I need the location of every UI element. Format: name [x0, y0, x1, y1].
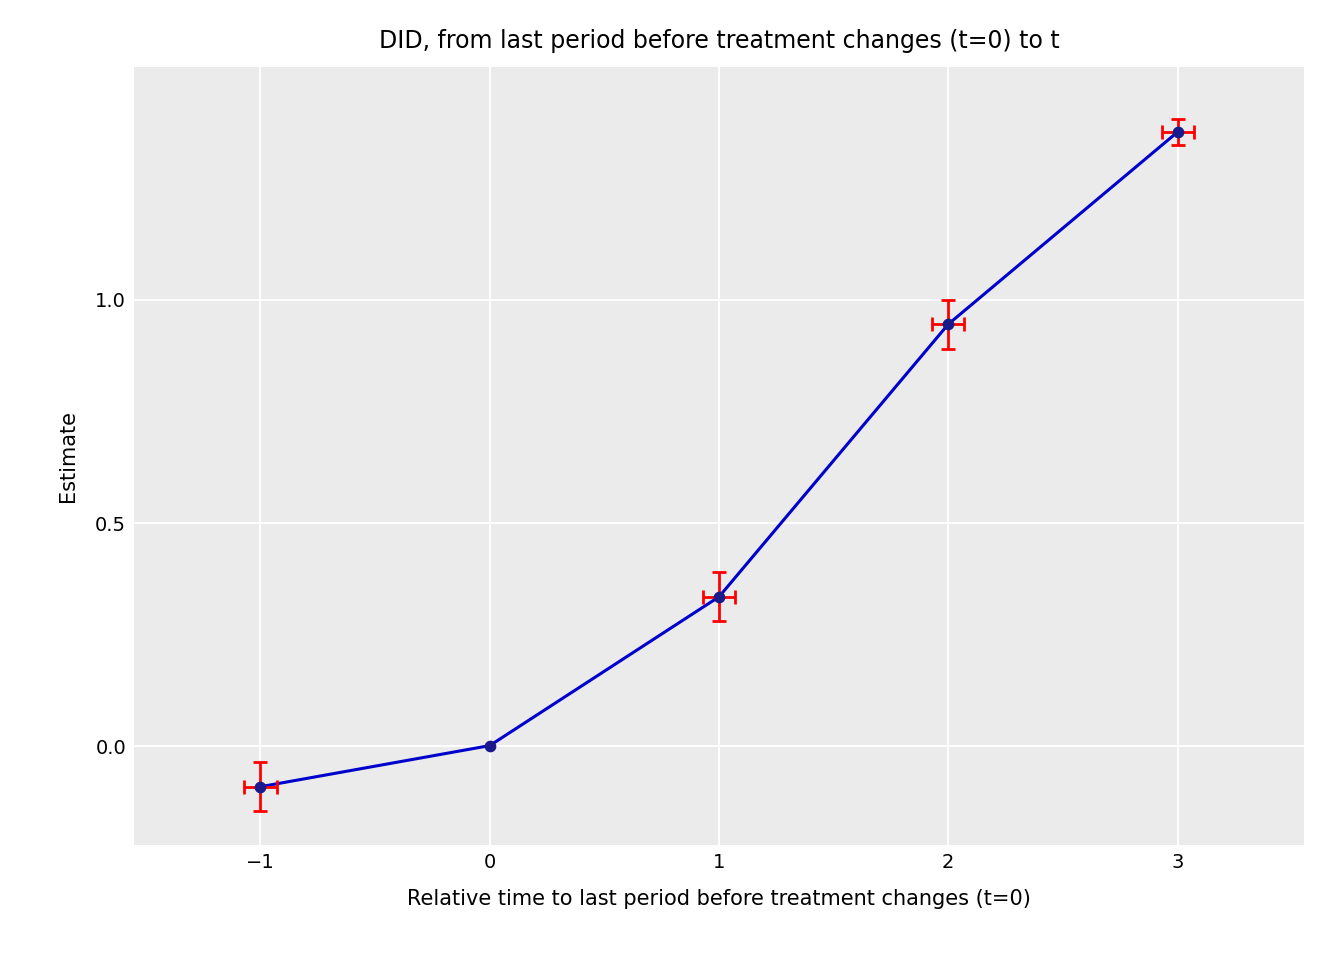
Point [1167, 125, 1188, 140]
Point [708, 589, 730, 605]
Point [478, 738, 500, 754]
Point [938, 317, 960, 332]
X-axis label: Relative time to last period before treatment changes (t=0): Relative time to last period before trea… [407, 889, 1031, 909]
Title: DID, from last period before treatment changes (t=0) to t: DID, from last period before treatment c… [379, 29, 1059, 53]
Y-axis label: Estimate: Estimate [58, 410, 78, 502]
Point [250, 779, 271, 794]
